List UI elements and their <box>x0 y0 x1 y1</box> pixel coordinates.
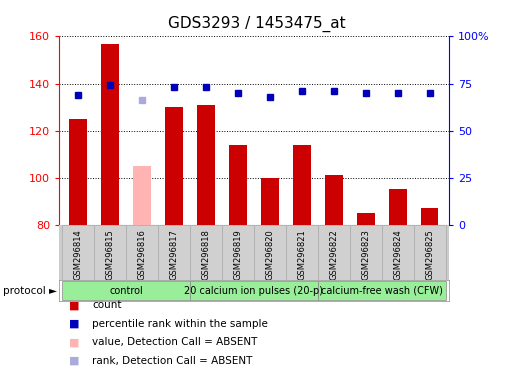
Bar <box>69 119 87 225</box>
Text: 20 calcium ion pulses (20-p): 20 calcium ion pulses (20-p) <box>185 286 323 296</box>
Bar <box>62 225 94 280</box>
Bar <box>62 281 190 300</box>
Bar <box>357 213 374 225</box>
Text: percentile rank within the sample: percentile rank within the sample <box>92 319 268 329</box>
Text: calcium-free wash (CFW): calcium-free wash (CFW) <box>321 286 443 296</box>
Bar <box>389 189 406 225</box>
Bar <box>350 225 382 280</box>
Bar <box>158 225 190 280</box>
Text: GSM296817: GSM296817 <box>169 229 179 280</box>
Bar <box>286 225 318 280</box>
Bar <box>190 225 222 280</box>
Bar <box>261 178 279 225</box>
Bar <box>325 175 343 225</box>
Bar <box>197 105 215 225</box>
Text: GDS3293 / 1453475_at: GDS3293 / 1453475_at <box>168 15 345 31</box>
Bar <box>318 225 350 280</box>
Text: GSM296825: GSM296825 <box>425 229 434 280</box>
Text: protocol ►: protocol ► <box>3 286 56 296</box>
Bar <box>190 281 318 300</box>
Bar <box>421 208 439 225</box>
Text: GSM296819: GSM296819 <box>233 229 243 280</box>
Text: GSM296818: GSM296818 <box>202 229 210 280</box>
Text: GSM296821: GSM296821 <box>298 229 306 280</box>
Bar <box>222 225 254 280</box>
Bar <box>165 107 183 225</box>
Text: ■: ■ <box>69 319 80 329</box>
Text: rank, Detection Call = ABSENT: rank, Detection Call = ABSENT <box>92 356 253 366</box>
Bar <box>413 225 446 280</box>
Bar <box>133 166 151 225</box>
Text: GSM296822: GSM296822 <box>329 229 339 280</box>
Text: GSM296820: GSM296820 <box>265 229 274 280</box>
Bar <box>254 225 286 280</box>
Text: GSM296824: GSM296824 <box>393 229 402 280</box>
Text: control: control <box>109 286 143 296</box>
Text: value, Detection Call = ABSENT: value, Detection Call = ABSENT <box>92 337 258 347</box>
Bar <box>94 225 126 280</box>
Text: GSM296814: GSM296814 <box>74 229 83 280</box>
Text: ■: ■ <box>69 300 80 310</box>
Bar <box>102 43 119 225</box>
Text: ■: ■ <box>69 337 80 347</box>
Bar <box>293 145 311 225</box>
Bar <box>126 225 158 280</box>
Bar <box>229 145 247 225</box>
Text: GSM296823: GSM296823 <box>361 229 370 280</box>
Text: count: count <box>92 300 122 310</box>
Bar <box>382 225 413 280</box>
Text: GSM296816: GSM296816 <box>137 229 147 280</box>
Text: ■: ■ <box>69 356 80 366</box>
Text: GSM296815: GSM296815 <box>106 229 114 280</box>
Bar <box>318 281 446 300</box>
